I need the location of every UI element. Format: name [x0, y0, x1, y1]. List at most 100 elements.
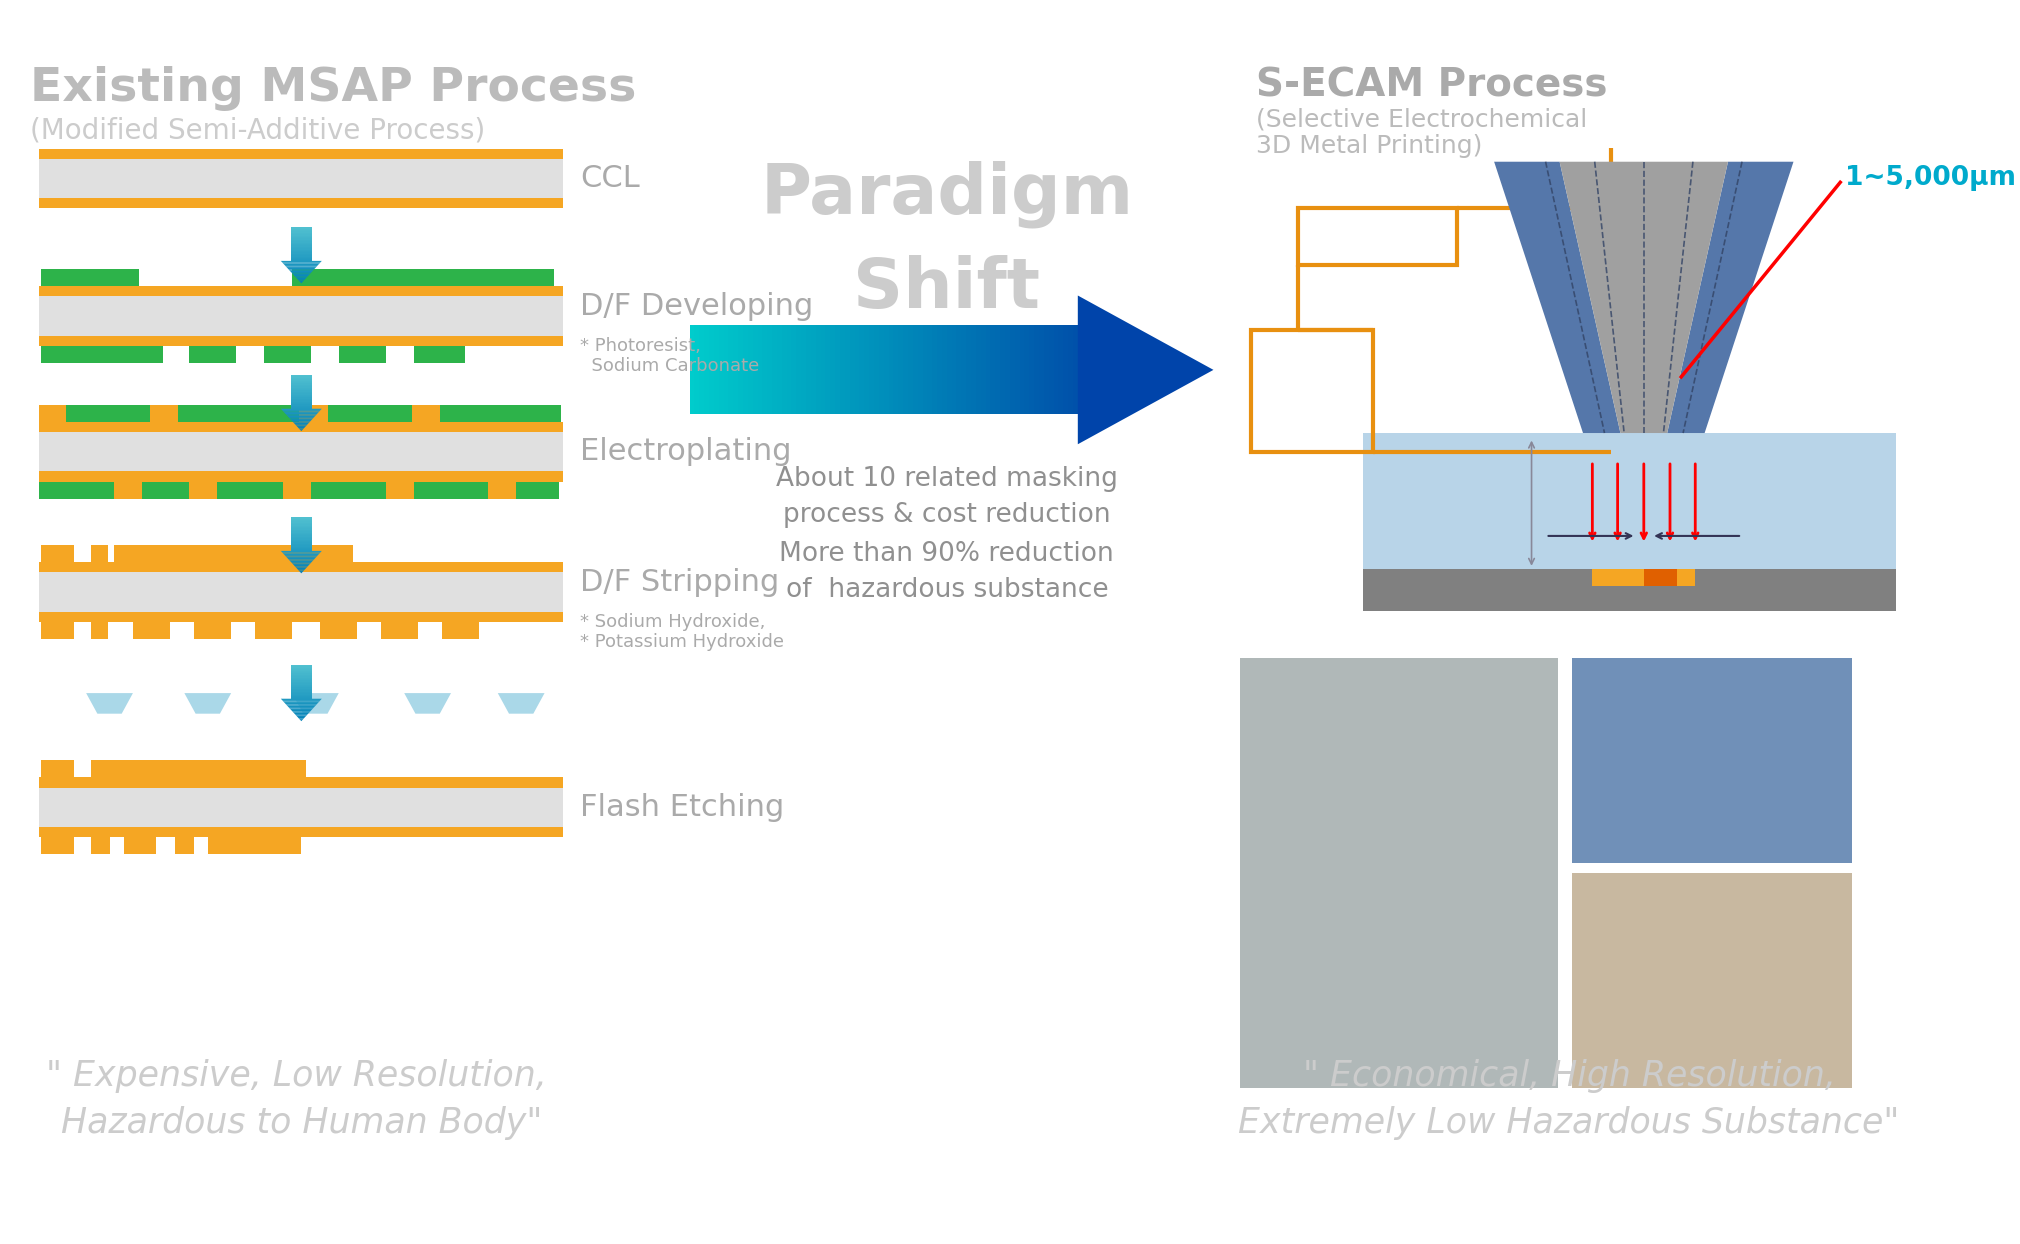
Bar — [299, 406, 327, 422]
Polygon shape — [289, 709, 313, 710]
Bar — [883, 326, 889, 414]
Polygon shape — [291, 532, 311, 534]
Polygon shape — [291, 403, 311, 404]
Bar — [1044, 326, 1050, 414]
Polygon shape — [291, 383, 311, 384]
Polygon shape — [291, 401, 311, 402]
Bar — [40, 760, 75, 778]
Polygon shape — [299, 718, 303, 720]
Polygon shape — [291, 402, 311, 403]
Polygon shape — [291, 541, 311, 542]
Bar — [38, 159, 564, 198]
Bar — [38, 572, 564, 612]
Bar — [190, 346, 236, 363]
Bar — [65, 406, 149, 422]
Polygon shape — [293, 274, 311, 275]
Bar — [115, 481, 141, 499]
Polygon shape — [283, 411, 321, 412]
Polygon shape — [287, 415, 315, 417]
Bar — [40, 545, 75, 562]
Bar — [176, 837, 194, 855]
Polygon shape — [291, 524, 311, 526]
Polygon shape — [497, 693, 545, 714]
Bar — [1020, 326, 1026, 414]
Bar — [1000, 326, 1006, 414]
Bar — [339, 346, 386, 363]
Bar — [386, 481, 414, 499]
Polygon shape — [291, 550, 311, 551]
Polygon shape — [291, 260, 311, 261]
Bar — [38, 778, 564, 787]
Bar — [962, 326, 968, 414]
Polygon shape — [291, 671, 311, 672]
Polygon shape — [291, 674, 311, 677]
Polygon shape — [301, 720, 303, 722]
Polygon shape — [295, 714, 307, 715]
Bar — [709, 326, 715, 414]
Bar — [972, 326, 978, 414]
Polygon shape — [291, 399, 311, 401]
Polygon shape — [281, 551, 321, 552]
Polygon shape — [291, 679, 311, 680]
Bar — [442, 622, 479, 639]
Bar — [723, 326, 729, 414]
Polygon shape — [293, 275, 309, 276]
Polygon shape — [285, 413, 317, 414]
Bar — [1364, 569, 1925, 611]
Bar — [255, 622, 293, 639]
Bar — [216, 481, 283, 499]
Polygon shape — [291, 386, 311, 388]
Polygon shape — [291, 534, 311, 535]
Polygon shape — [291, 393, 311, 394]
Bar — [38, 787, 564, 827]
Polygon shape — [291, 668, 311, 669]
Bar — [40, 622, 75, 639]
Polygon shape — [287, 557, 315, 560]
Bar — [412, 406, 440, 422]
Polygon shape — [287, 705, 315, 707]
Bar — [194, 622, 230, 639]
Polygon shape — [291, 539, 311, 540]
Polygon shape — [287, 267, 315, 269]
Polygon shape — [291, 527, 311, 529]
Polygon shape — [297, 715, 307, 717]
Polygon shape — [293, 565, 309, 566]
Polygon shape — [293, 564, 311, 565]
Bar — [869, 326, 875, 414]
Bar — [293, 269, 553, 286]
Polygon shape — [291, 392, 311, 393]
Polygon shape — [291, 243, 311, 244]
Polygon shape — [1495, 162, 1620, 433]
Bar — [178, 406, 299, 422]
Polygon shape — [291, 521, 311, 522]
Bar — [879, 326, 885, 414]
Polygon shape — [291, 407, 311, 409]
Bar — [850, 326, 856, 414]
Polygon shape — [291, 677, 311, 678]
Polygon shape — [291, 404, 311, 406]
Bar — [149, 406, 178, 422]
Polygon shape — [283, 264, 319, 265]
Bar — [957, 326, 962, 414]
Polygon shape — [287, 266, 317, 267]
Bar — [141, 481, 190, 499]
Bar — [986, 326, 992, 414]
Polygon shape — [291, 545, 311, 546]
Polygon shape — [289, 417, 315, 418]
Polygon shape — [291, 381, 311, 382]
Polygon shape — [299, 428, 303, 429]
Polygon shape — [287, 704, 317, 705]
Bar — [1006, 326, 1010, 414]
Polygon shape — [293, 422, 311, 423]
Bar — [190, 481, 216, 499]
Text: * Photoresist,
  Sodium Carbonate: * Photoresist, Sodium Carbonate — [580, 337, 760, 376]
Bar — [38, 612, 564, 622]
Polygon shape — [285, 265, 317, 266]
Bar — [923, 326, 929, 414]
Polygon shape — [291, 378, 311, 379]
Bar — [1572, 658, 1852, 863]
Polygon shape — [291, 688, 311, 689]
Polygon shape — [291, 251, 311, 253]
Bar — [810, 326, 816, 414]
Polygon shape — [291, 388, 311, 389]
